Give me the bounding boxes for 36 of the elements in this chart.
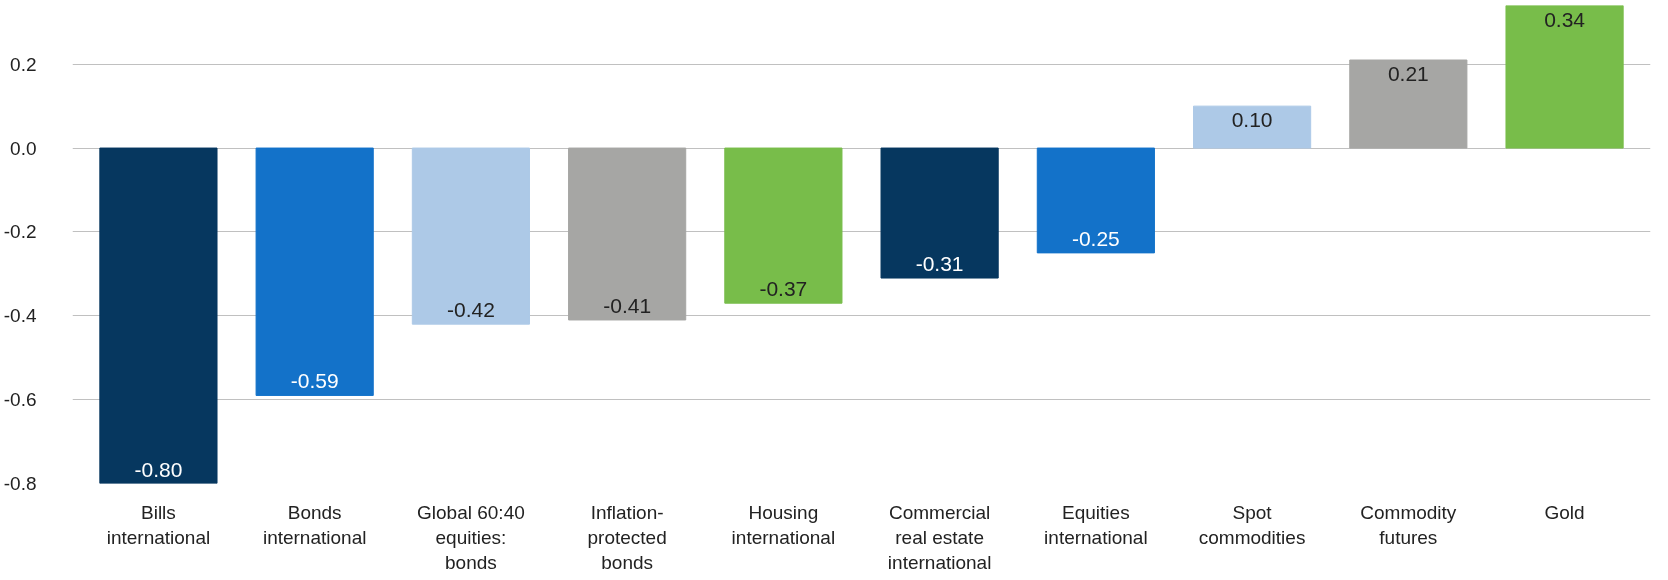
- x-tick-label: Commodity futures: [1360, 501, 1457, 548]
- y-tick-label: -0.2: [3, 221, 37, 243]
- data-label: 0.10: [1231, 108, 1273, 132]
- y-tick-label: -0.8: [3, 473, 37, 494]
- y-tick-label: -0.4: [3, 305, 37, 327]
- data-label: -0.59: [290, 369, 339, 393]
- bar: [1349, 59, 1468, 149]
- x-tick-label: Equities international: [1044, 501, 1148, 548]
- x-tick-label: Bonds international: [262, 501, 367, 548]
- bar: [880, 147, 999, 279]
- data-label: -0.31: [915, 252, 964, 276]
- bar: [99, 147, 218, 484]
- data-label: 0.34: [1544, 7, 1586, 31]
- x-tick-label: Gold: [1544, 501, 1585, 523]
- data-label: -0.41: [603, 293, 652, 317]
- x-tick-label: Commercial real estate international: [887, 501, 992, 573]
- bar: [724, 147, 843, 304]
- x-tick-label: Bills international: [106, 501, 211, 548]
- y-tick-label: 0.0: [10, 137, 37, 159]
- bar: [568, 147, 687, 321]
- x-tick-label: Global 60:40 equities: bonds: [417, 501, 525, 573]
- data-label: 0.21: [1387, 62, 1429, 86]
- bar: [1505, 5, 1624, 149]
- x-tick-label: Housing international: [731, 501, 836, 548]
- data-label: -0.37: [759, 277, 808, 301]
- y-tick-label: -0.6: [3, 389, 37, 411]
- x-tick-label: Spot commodities: [1198, 501, 1306, 548]
- bar: [1036, 147, 1155, 254]
- bar: [255, 147, 374, 396]
- data-label: -0.42: [446, 298, 495, 322]
- bar: [1193, 105, 1312, 149]
- data-label: -0.25: [1071, 226, 1120, 250]
- y-tick-label: 0.2: [10, 53, 37, 75]
- data-label: -0.80: [134, 457, 183, 481]
- x-tick-label: Inflation-protected bonds: [587, 501, 667, 573]
- bar: [411, 147, 530, 325]
